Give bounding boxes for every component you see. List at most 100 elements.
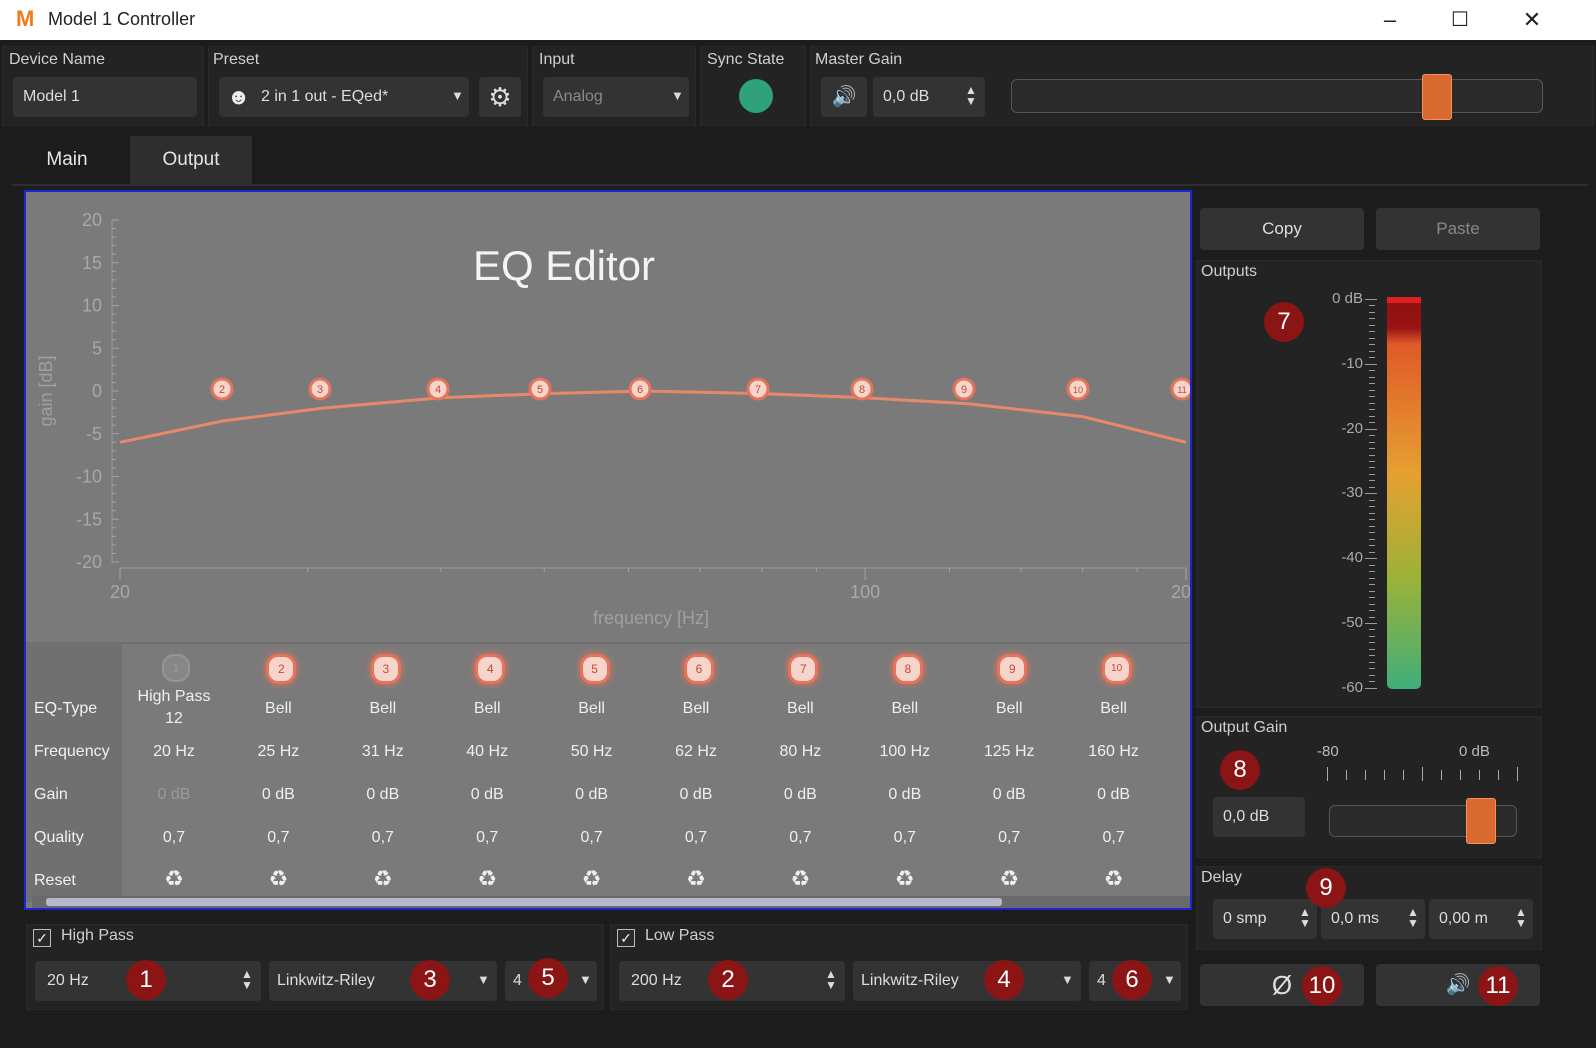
reset-icon[interactable]: ♻ [164,866,184,891]
eq-band-marker-10[interactable]: 10 [1066,377,1090,401]
reset-icon[interactable]: ♻ [894,866,915,891]
low-pass-type-select[interactable]: Linkwitz-Riley ▼ [853,961,1081,1001]
frequency-cell[interactable]: 25 Hz [257,743,300,760]
gain-cell[interactable]: 0 dB [783,786,817,803]
band-marker[interactable]: 10 [1101,654,1132,684]
reset-icon[interactable]: ♻ [1103,866,1124,891]
frequency-cell[interactable]: 160 Hz [1088,743,1139,760]
spin-arrows-icon[interactable]: ▲ ▼ [1515,905,1527,930]
eq-type-cell[interactable]: Bell [265,700,292,717]
low-pass-frequency-input[interactable]: 200 Hz ▲ ▼ [619,961,845,1001]
scrollbar-thumb[interactable] [46,898,1002,906]
frequency-cell[interactable]: 40 Hz [466,743,509,760]
frequency-cell[interactable]: 20 Hz [153,743,195,760]
band-marker[interactable]: 5 [579,654,610,684]
eq-type-cell[interactable]: Bell [578,700,605,717]
slider-handle[interactable] [1466,798,1496,844]
eq-band-marker-7[interactable]: 7 [746,377,770,401]
quality-cell[interactable]: 0,7 [998,829,1021,846]
output-mute-button[interactable]: 🔊 [1376,964,1540,1006]
gain-cell[interactable]: 0 dB [575,786,609,803]
reset-icon[interactable]: ♻ [477,866,498,891]
band-marker[interactable]: 4 [475,654,506,684]
gain-cell[interactable]: 0 dB [992,786,1026,803]
eq-type-cell[interactable]: High Pass [137,688,211,705]
table-scrollbar[interactable] [32,896,1190,908]
gain-cell[interactable]: 0 dB [679,786,713,803]
quality-cell[interactable]: 0,7 [684,829,708,846]
eq-band-marker-5[interactable]: 5 [528,377,552,401]
quality-cell[interactable]: 0,7 [893,829,916,846]
quality-cell[interactable]: 0,7 [162,829,186,846]
gain-cell[interactable]: 0 dB [261,786,295,803]
high-pass-checkbox[interactable]: ✓ [33,929,51,947]
high-pass-type-select[interactable]: Linkwitz-Riley ▼ [269,961,497,1001]
output-gain-input[interactable]: 0,0 dB [1213,797,1305,837]
master-gain-slider[interactable] [1011,74,1543,120]
quality-cell[interactable]: 0,7 [580,829,603,846]
quality-cell[interactable]: 0,7 [476,829,499,846]
master-gain-input[interactable]: 0,0 dB ▲ ▼ [873,77,985,117]
eq-type-cell[interactable]: Bell [473,700,501,717]
reset-icon[interactable]: ♻ [999,866,1020,891]
eq-band-marker-9[interactable]: 9 [952,377,976,401]
eq-band-marker-11[interactable]: 11 [1170,377,1192,401]
delay-samples-input[interactable]: 0 smp ▲ ▼ [1213,899,1317,939]
reset-icon[interactable]: ♻ [790,866,811,891]
gain-cell[interactable]: 0 dB [157,786,191,803]
reset-icon[interactable]: ♻ [268,866,289,891]
tab-main[interactable]: Main [8,136,126,184]
reset-icon[interactable]: ♻ [372,866,393,891]
high-pass-order-select[interactable]: 4 ▼ [505,961,597,1001]
eq-type-cell[interactable]: Bell [1100,700,1127,717]
band-marker[interactable]: 6 [684,654,714,684]
frequency-cell[interactable]: 125 Hz [983,743,1035,760]
reset-icon[interactable]: ♻ [686,866,706,891]
gain-cell[interactable]: 0 dB [470,786,504,803]
eq-type-cell[interactable]: Bell [891,700,919,717]
output-gain-slider[interactable] [1329,798,1517,844]
delay-meters-input[interactable]: 0,00 m ▲ ▼ [1429,899,1533,939]
slider-handle[interactable] [1422,74,1452,120]
copy-button[interactable]: Copy [1200,208,1364,250]
device-name-field[interactable]: Model 1 [13,77,197,117]
spin-arrows-icon[interactable]: ▲ ▼ [241,967,253,992]
maximize-button[interactable]: ☐ [1451,9,1469,31]
eq-band-marker-2[interactable]: 2 [210,377,234,401]
quality-cell[interactable]: 0,7 [789,829,812,846]
frequency-cell[interactable]: 31 Hz [361,743,404,760]
tab-output[interactable]: Output [130,136,252,184]
frequency-cell[interactable]: 62 Hz [675,743,717,760]
high-pass-frequency-input[interactable]: 20 Hz ▲ ▼ [35,961,261,1001]
eq-type-cell[interactable]: Bell [995,700,1023,717]
gain-cell[interactable]: 0 dB [888,786,922,803]
spin-arrows-icon[interactable]: ▲ ▼ [825,967,837,992]
low-pass-order-select[interactable]: 4 ▼ [1089,961,1181,1001]
input-select[interactable]: Analog ▼ [543,77,689,117]
band-marker[interactable]: 9 [997,654,1028,684]
eq-type-cell[interactable]: Bell [682,700,710,717]
gain-cell[interactable]: 0 dB [366,786,400,803]
eq-type-order-cell[interactable]: 12 [165,710,183,727]
spin-arrows-icon[interactable]: ▲ ▼ [1407,905,1419,930]
reset-icon[interactable]: ♻ [581,866,602,891]
quality-cell[interactable]: 0,7 [1102,829,1125,846]
eq-band-marker-4[interactable]: 4 [426,377,450,401]
band-marker[interactable]: 7 [788,654,819,684]
low-pass-checkbox[interactable]: ✓ [617,929,635,947]
band-marker[interactable]: 8 [892,654,923,684]
master-mute-button[interactable]: 🔊 [821,77,867,117]
band-marker[interactable]: 1 [162,654,190,682]
eq-band-marker-8[interactable]: 8 [850,377,874,401]
quality-cell[interactable]: 0,7 [267,829,290,846]
frequency-cell[interactable]: 80 Hz [779,743,822,760]
eq-band-marker-3[interactable]: 3 [308,377,332,401]
close-button[interactable]: ✕ [1522,7,1542,32]
frequency-cell[interactable]: 50 Hz [570,743,613,760]
eq-type-cell[interactable]: Bell [787,700,814,717]
paste-button[interactable]: Paste [1376,208,1540,250]
gain-cell[interactable]: 0 dB [1097,786,1131,803]
eq-type-cell[interactable]: Bell [369,700,397,717]
preset-select[interactable]: ☻ 2 in 1 out - EQed* ▼ [219,77,469,117]
spin-arrows-icon[interactable]: ▲ ▼ [965,83,977,108]
